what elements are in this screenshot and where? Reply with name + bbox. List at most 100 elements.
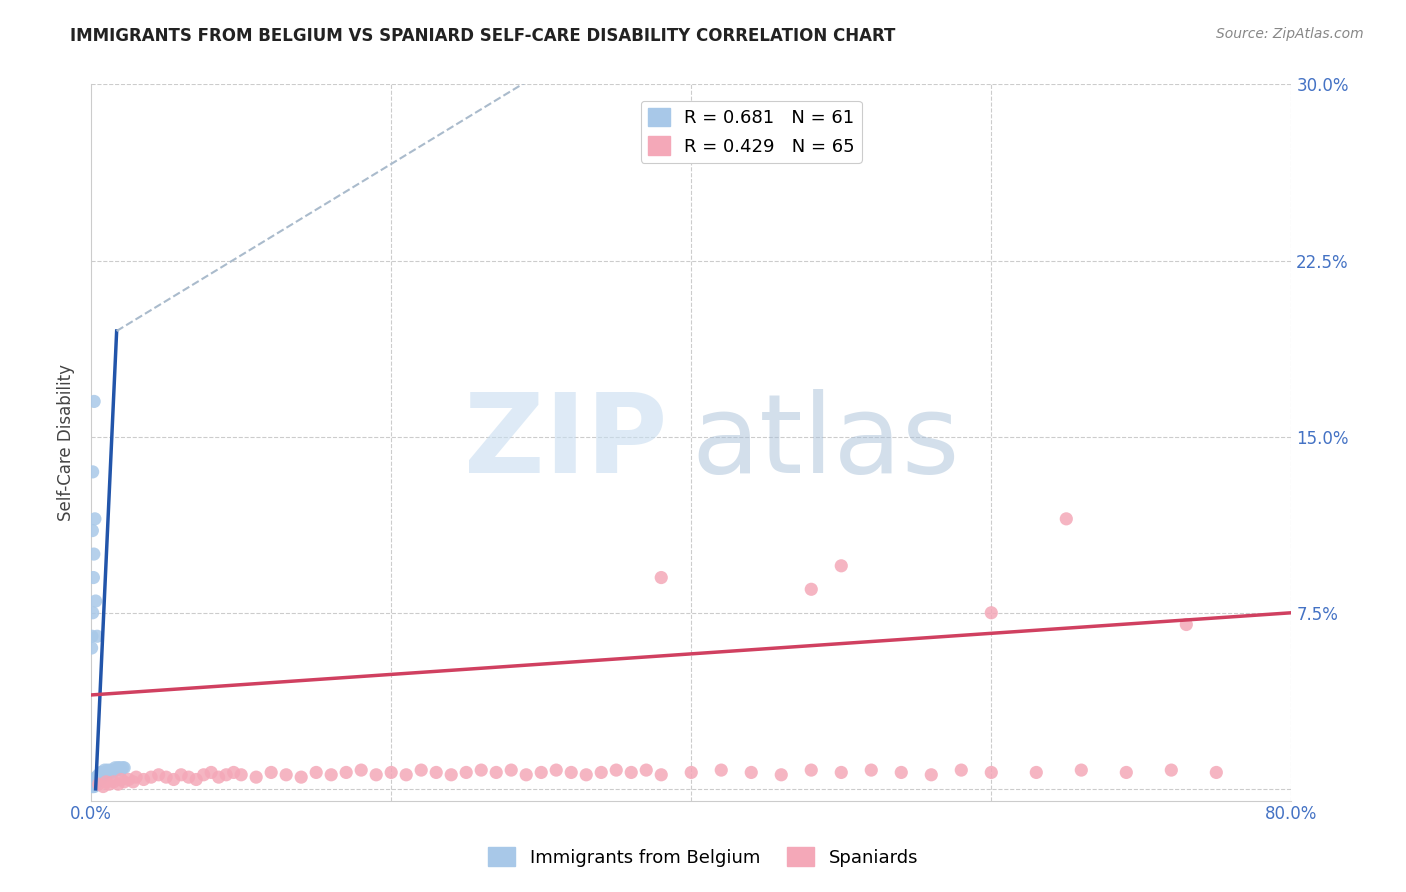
Point (82, 777, 104, 791)
Point (148, 768, 170, 782)
Point (87, 770, 110, 784)
Point (93, 763, 115, 777)
Point (82, 772, 104, 787)
Point (104, 761, 127, 775)
Point (591, 765, 613, 780)
Point (110, 763, 132, 777)
Point (440, 768, 463, 782)
Point (740, 765, 762, 780)
Point (501, 763, 523, 777)
Point (107, 761, 129, 775)
Point (485, 765, 508, 780)
Point (96, 765, 118, 780)
Point (87, 772, 110, 787)
Point (163, 772, 186, 787)
Point (636, 763, 658, 777)
Legend: Immigrants from Belgium, Spaniards: Immigrants from Belgium, Spaniards (481, 840, 925, 874)
Point (1025, 765, 1047, 780)
Point (83, 777, 105, 791)
Point (950, 763, 973, 777)
Point (87, 772, 110, 787)
Point (112, 761, 135, 775)
Point (186, 772, 208, 787)
Point (107, 777, 129, 791)
Text: Source: ZipAtlas.com: Source: ZipAtlas.com (1216, 27, 1364, 41)
Point (1115, 765, 1137, 780)
Point (82, 780, 104, 794)
Legend: R = 0.681   N = 61, R = 0.429   N = 65: R = 0.681 N = 61, R = 0.429 N = 65 (641, 101, 862, 163)
Point (98, 765, 121, 780)
Point (470, 763, 492, 777)
Point (575, 768, 598, 782)
Point (530, 765, 553, 780)
Y-axis label: Self-Care Disability: Self-Care Disability (58, 364, 75, 521)
Point (122, 774, 145, 789)
Point (86, 772, 108, 787)
Point (91, 765, 114, 780)
Point (245, 770, 267, 784)
Point (80, 640, 103, 655)
Point (650, 768, 672, 782)
Point (83, 772, 105, 787)
Point (710, 763, 733, 777)
Point (200, 765, 222, 780)
Point (141, 770, 163, 784)
Point (87, 777, 110, 791)
Point (222, 765, 245, 780)
Point (89, 770, 111, 784)
Point (177, 770, 200, 784)
Point (1205, 765, 1227, 780)
Point (1054, 512, 1077, 526)
Point (80, 629, 103, 643)
Point (546, 763, 568, 777)
Point (425, 765, 447, 780)
Point (90, 765, 112, 780)
Point (84, 774, 107, 789)
Point (170, 768, 193, 782)
Point (82, 777, 104, 791)
Point (84, 777, 107, 791)
Point (770, 768, 793, 782)
Point (82, 570, 104, 584)
Point (83, 547, 105, 561)
Point (830, 558, 852, 573)
Point (82, 780, 104, 794)
Point (101, 765, 124, 780)
Point (108, 761, 131, 775)
Text: IMMIGRANTS FROM BELGIUM VS SPANIARD SELF-CARE DISABILITY CORRELATION CHART: IMMIGRANTS FROM BELGIUM VS SPANIARD SELF… (70, 27, 896, 45)
Point (395, 768, 418, 782)
Point (681, 765, 703, 780)
Point (650, 570, 672, 584)
Point (1175, 617, 1198, 632)
Point (83, 774, 105, 789)
Point (456, 765, 478, 780)
Point (276, 768, 298, 782)
Point (980, 606, 1002, 620)
Point (350, 763, 373, 777)
Point (830, 765, 852, 780)
Point (193, 768, 215, 782)
Point (890, 765, 912, 780)
Point (100, 763, 122, 777)
Point (83, 774, 105, 789)
Point (290, 770, 312, 784)
Point (82, 465, 104, 479)
Point (103, 763, 125, 777)
Point (87, 768, 110, 782)
Point (91, 768, 114, 782)
Point (800, 582, 823, 597)
Point (1070, 763, 1092, 777)
Point (96, 774, 118, 789)
Point (83, 777, 105, 791)
Point (132, 772, 155, 787)
Point (112, 774, 135, 789)
Point (215, 768, 238, 782)
Point (89, 768, 111, 782)
Point (111, 761, 134, 775)
Point (380, 765, 402, 780)
Point (97, 763, 120, 777)
Point (90, 765, 112, 780)
Point (86, 629, 108, 643)
Point (84, 772, 107, 787)
Point (83, 512, 105, 526)
